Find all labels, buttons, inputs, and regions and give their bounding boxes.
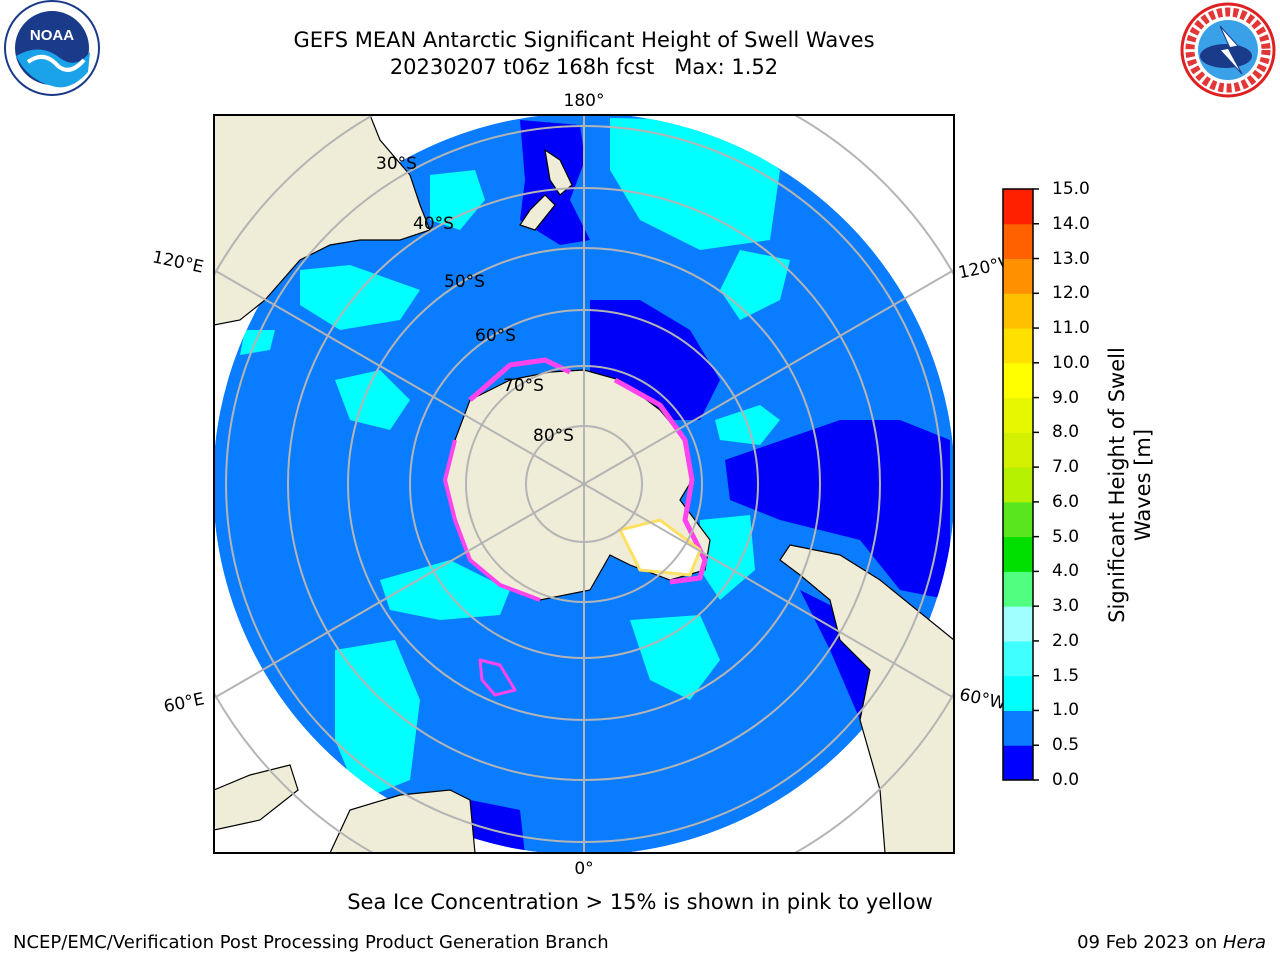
map-frame [213, 114, 955, 854]
colorbar-tick-label: 2.0 [1052, 630, 1080, 651]
colorbar-tick-label: 0.0 [1052, 770, 1080, 790]
colorbar-segment [1003, 710, 1033, 746]
colorbar-segment [1003, 397, 1033, 433]
colorbar-tick-label: 14.0 [1052, 213, 1090, 234]
date-stamp: 09 Feb 2023 on Hera [1077, 932, 1266, 953]
colorbar-segment [1003, 467, 1033, 503]
nws-logo [1180, 2, 1276, 98]
lat-label-30s: 30°S [376, 154, 417, 174]
colorbar-segment [1003, 675, 1033, 711]
colorbar-segment [1003, 223, 1033, 260]
colorbar-segment [1003, 606, 1033, 642]
lat-label-60s: 60°S [475, 326, 516, 346]
lon-label-0: 0° [574, 859, 593, 879]
host-name: Hera [1222, 932, 1266, 953]
colorbar-tick-label: 12.0 [1052, 283, 1090, 304]
colorbar-tick-label: 13.0 [1052, 248, 1090, 269]
colorbar-tick-label: 6.0 [1052, 491, 1080, 512]
chart-title: GEFS MEAN Antarctic Significant Height o… [293, 28, 875, 52]
colorbar-label: Significant Height of Swell Waves [m] [1105, 347, 1155, 623]
colorbar-segment [1003, 536, 1033, 572]
colorbar-tick-label: 9.0 [1052, 387, 1080, 408]
colorbar-tick-label: 15.0 [1052, 179, 1090, 199]
colorbar-segment [1003, 640, 1033, 677]
lat-label-50s: 50°S [444, 272, 485, 292]
lat-label-70s: 70°S [503, 376, 544, 396]
lon-label-180: 180° [564, 91, 605, 111]
colorbar-tick-label: 1.0 [1052, 700, 1080, 721]
colorbar-tick-label: 8.0 [1052, 422, 1080, 443]
svg-text:NOAA: NOAA [30, 27, 74, 44]
colorbar-segment [1003, 571, 1033, 607]
colorbar-segment [1003, 258, 1033, 294]
lat-label-40s: 40°S [413, 214, 454, 234]
lon-label-60e: 60°E [162, 689, 206, 717]
colorbar-segment [1003, 501, 1033, 538]
colorbar-tick-label: 11.0 [1052, 318, 1090, 339]
colorbar-tick-marks [1033, 188, 1039, 781]
colorbar-segment [1003, 189, 1033, 225]
colorbar [1003, 189, 1033, 781]
lon-label-60w: 60°W [958, 685, 1008, 714]
date-text: 09 Feb 2023 on [1077, 932, 1223, 953]
colorbar-segment [1003, 745, 1033, 781]
colorbar-tick-label: 7.0 [1052, 457, 1080, 478]
colorbar-tick-label: 5.0 [1052, 526, 1080, 547]
colorbar-segment [1003, 293, 1033, 329]
lon-label-120e: 120°E [151, 247, 206, 277]
colorbar-tick-label: 10.0 [1052, 352, 1090, 373]
colorbar-tick-label: 4.0 [1052, 561, 1080, 582]
colorbar-segment [1003, 328, 1033, 364]
graticule [214, 115, 954, 853]
chart-subtitle: 20230207 t06z 168h fcst Max: 1.52 [389, 55, 779, 79]
colorbar-tick-label: 0.5 [1052, 735, 1080, 756]
colorbar-tick-label: 3.0 [1052, 596, 1080, 617]
credit-line: NCEP/EMC/Verification Post Processing Pr… [13, 932, 609, 953]
colorbar-segment [1003, 432, 1033, 468]
noaa-logo: NOAA [4, 0, 100, 96]
colorbar-frame [1002, 188, 1034, 781]
sea-ice-footnote: Sea Ice Concentration > 15% is shown in … [347, 890, 933, 914]
lat-label-80s: 80°S [533, 426, 574, 446]
sea-ice-edge [443, 357, 708, 697]
colorbar-tick-label: 1.5 [1052, 665, 1080, 686]
colorbar-segment [1003, 362, 1033, 399]
